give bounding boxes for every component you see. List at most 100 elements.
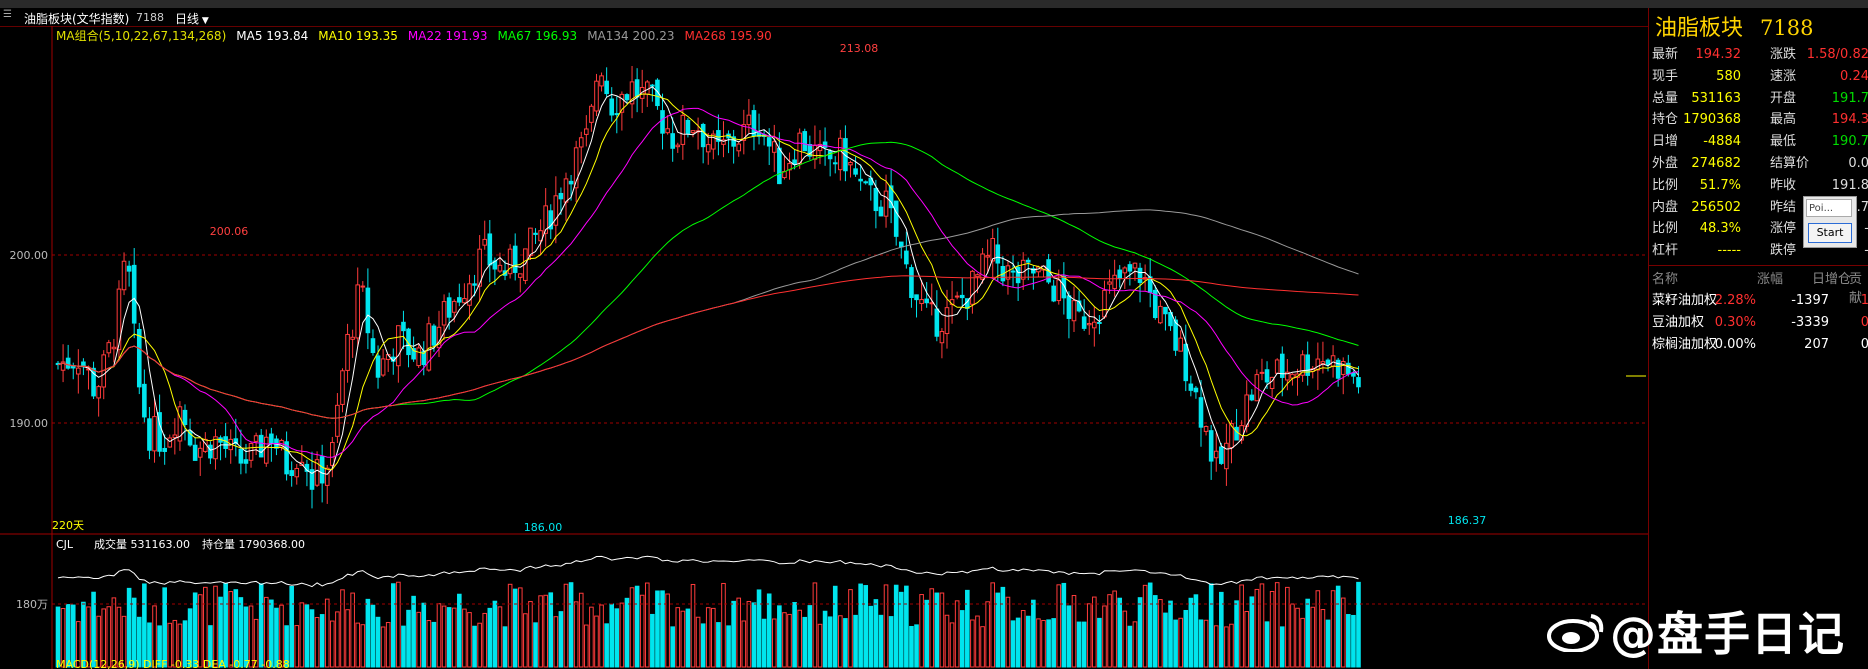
candle-body [1295, 373, 1300, 378]
high-price-label: 213.08 [840, 42, 879, 55]
volume-bar [1213, 625, 1219, 668]
list-header[interactable]: 贡献 [1849, 272, 1863, 306]
volume-bar [604, 623, 609, 668]
chart-title-bar: ☰ 油脂板块(文华指数) 7188 日线 ▼ [0, 8, 1648, 27]
start-button[interactable]: Start [1808, 223, 1852, 243]
volume-bar [172, 619, 178, 668]
candle-body [1229, 423, 1234, 449]
volume-bar [365, 598, 371, 668]
quote-code: 7188 [1760, 16, 1814, 40]
volume-bar [294, 625, 300, 668]
poi-combo[interactable]: Poi... [1806, 199, 1852, 217]
quote-value: - [1864, 218, 1868, 239]
menu-icon[interactable]: ☰ [3, 9, 12, 20]
volume-bar [863, 585, 869, 668]
volume-bar [1325, 619, 1331, 668]
candle-body [1305, 354, 1310, 376]
volume-bar [731, 600, 736, 668]
volume-bar [792, 602, 797, 668]
quote-row: 内盘 256502 [1649, 197, 1749, 218]
candle-body [269, 433, 274, 444]
quote-value: 1.58/0.82 [1806, 47, 1868, 62]
candle-body [462, 298, 467, 304]
list-header[interactable]: 名称 [1652, 272, 1679, 287]
volume-bar [746, 601, 752, 668]
divider [1649, 265, 1868, 266]
volume-bar [736, 597, 742, 668]
list-cell: 菜籽油加权 [1652, 293, 1718, 308]
candle-body [736, 143, 742, 152]
candle-body [330, 442, 335, 466]
candle-body [1219, 446, 1224, 464]
volume-bar [756, 589, 762, 668]
volume-bar [670, 626, 675, 668]
volume-bar [1295, 607, 1300, 668]
instrument-name[interactable]: 油脂板块(文华指数) [24, 12, 130, 26]
volume-bar [802, 616, 808, 668]
volume-bar [893, 584, 899, 668]
volume-bar [1208, 583, 1214, 668]
macd-legend: MACD(12,26,9) DIFF -0.33 DEA -0.77 -0.88 [56, 658, 290, 669]
candle-body [568, 180, 574, 185]
quote-value: -4884 [1703, 134, 1741, 150]
volume-bar [909, 625, 914, 668]
candle-body [116, 288, 122, 351]
volume-bar [147, 622, 152, 668]
volume-bar [944, 614, 950, 668]
candle-body [142, 383, 147, 418]
volume-bar [741, 620, 747, 668]
period-selector[interactable]: 日线 ▼ [175, 10, 209, 27]
volume-bar [1112, 590, 1117, 668]
instrument-code: 7188 [136, 11, 164, 24]
candle-body [1300, 354, 1305, 376]
volume-bar [1036, 618, 1041, 668]
volume-bar [1025, 615, 1031, 668]
candle-body [111, 346, 117, 350]
volume-bar [1285, 586, 1290, 668]
list-header[interactable]: 日增仓 [1812, 272, 1852, 287]
volume-bar [1188, 597, 1194, 668]
volume-bar [248, 605, 254, 668]
volume-bar [817, 623, 823, 668]
candle-body [807, 144, 813, 157]
candle-body [954, 295, 960, 298]
volume-bar [919, 594, 924, 668]
list-header[interactable]: 涨幅 [1757, 272, 1784, 287]
volume-bar [949, 622, 955, 668]
candle-body [904, 250, 909, 265]
candle-body [416, 347, 421, 367]
volume-bar [716, 622, 721, 668]
candle-body [167, 437, 173, 448]
candle-body [1224, 442, 1229, 470]
volume-bar [431, 621, 437, 668]
list-cell: 207 [1804, 337, 1829, 352]
candle-body [187, 430, 193, 446]
candle-body [1066, 295, 1072, 319]
volume-bar [766, 593, 772, 668]
list-item[interactable]: 棕榈油加权 0.00% 207 0 [1649, 334, 1868, 356]
volume-bar [812, 582, 818, 668]
candle-body [284, 441, 289, 475]
list-cell: 棕榈油加权 [1652, 337, 1718, 352]
volume-bar [1010, 620, 1016, 668]
candle-body [650, 84, 655, 87]
quote-title: 油脂板块 7188 [1649, 10, 1868, 41]
candle-body [441, 301, 447, 326]
candle-body [1061, 275, 1067, 299]
volume-bar [467, 612, 472, 668]
volume-bar [101, 608, 107, 668]
volume-bar [401, 625, 406, 668]
quote-row: 涨跌 1.58/0.82 [1767, 44, 1868, 65]
candle-body [777, 147, 782, 185]
quote-row: 最新 194.32 [1649, 44, 1749, 65]
quote-value: 194.32 [1695, 47, 1742, 62]
ma-legend-item[interactable]: MA组合(5,10,22,67,134,268) [56, 29, 227, 43]
volume-bar [218, 596, 223, 668]
kline-chart[interactable]: 200.00 190.00 213.08 200.06 186.00 186.37 220天… [0, 26, 1648, 669]
volume-bar [873, 599, 879, 668]
list-item[interactable]: 菜籽油加权 2.28% -1397 1 [1649, 290, 1868, 312]
candle-body [716, 130, 721, 142]
candle-body [995, 244, 1001, 264]
candle-body [909, 267, 914, 298]
list-item[interactable]: 豆油加权 0.30% -3339 0 [1649, 312, 1868, 334]
